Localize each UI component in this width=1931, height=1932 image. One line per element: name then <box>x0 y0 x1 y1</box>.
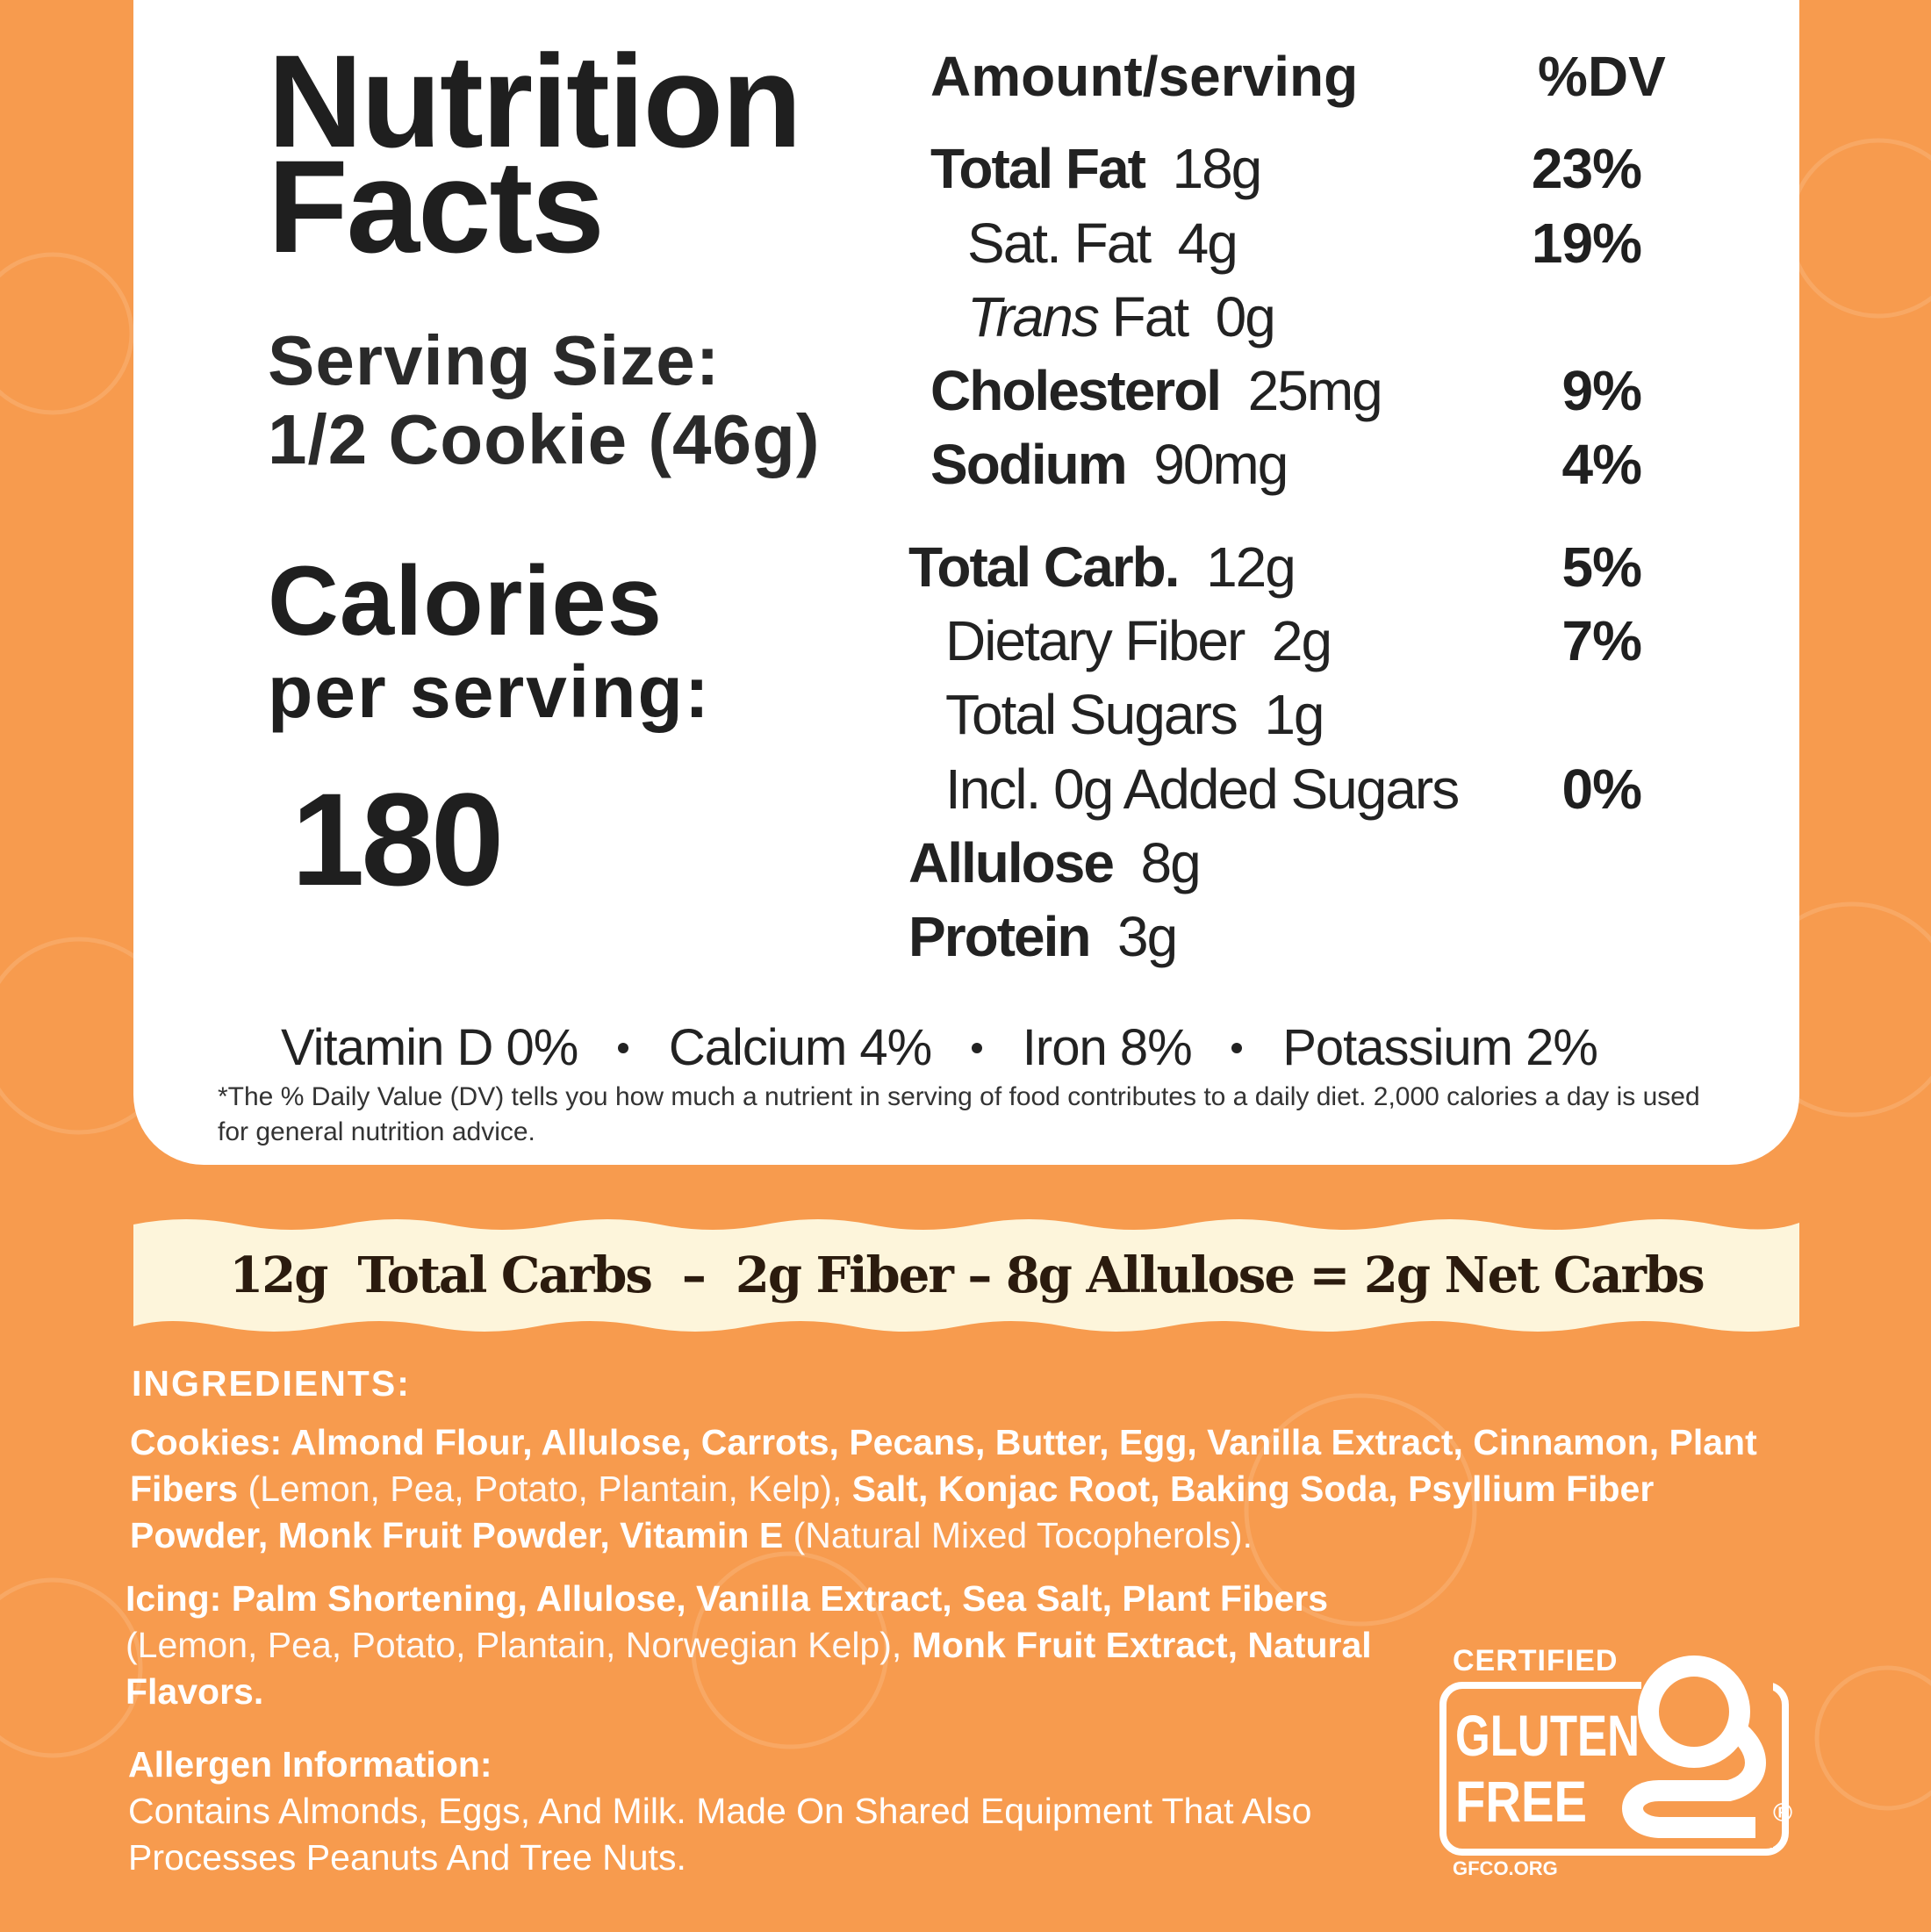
nutrient-amount: 1g <box>1264 683 1324 746</box>
nutrient-name: Sodium <box>930 433 1128 496</box>
nutrient-amount: 2g <box>1271 609 1332 672</box>
nutrient-row: Trans Fat 0g <box>967 284 1276 349</box>
nutrient-name: Total Fat <box>930 137 1146 200</box>
allergen-heading: Allergen Information: <box>128 1744 492 1785</box>
ingredients-text: Monk Fruit Extract, Natural Flavors. <box>126 1625 1372 1712</box>
nutrient-name: Cholesterol <box>930 359 1222 422</box>
badge-certified: CERTIFIED <box>1453 1644 1618 1677</box>
nutrient-row: Total Carb. 12g <box>908 535 1296 600</box>
ingredients-heading: INGREDIENTS: <box>132 1363 411 1404</box>
nutrient-amount: 3g <box>1117 905 1178 968</box>
nutrient-name: Sat. Fat <box>967 212 1152 275</box>
nutrient-dv: 23% <box>1531 137 1642 200</box>
nutrient-dv: 7% <box>1561 609 1642 672</box>
gluten-free-badge: CERTIFIED GLUTEN FREE ® GFCO.ORG <box>1439 1644 1792 1878</box>
nutrient-name: Incl. 0g Added Sugars <box>945 758 1460 821</box>
nutrition-panel <box>133 0 1799 1165</box>
nutrient-amount: 0g <box>1215 285 1276 348</box>
ingredients-text: Cookies: Almond Flour, Allulose, Carrots… <box>130 1422 1757 1509</box>
nutrient-amount: 90mg <box>1153 433 1289 496</box>
title: Nutrition <box>268 27 802 175</box>
amount-header: Amount/serving <box>930 45 1359 108</box>
icing-ingredients: Icing: Palm Shortening, Allulose, Vanill… <box>126 1576 1433 1715</box>
nutrient-row: Incl. 0g Added Sugars <box>945 757 1460 822</box>
nutrient-name: Protein <box>908 905 1091 968</box>
nutrient-dv: 0% <box>1561 758 1642 821</box>
badge-site: GFCO.ORG <box>1453 1857 1558 1878</box>
serving-value: 1/2 Cookie (46g) <box>268 400 821 478</box>
nutrient-amount: 12g <box>1206 535 1296 599</box>
nutrient-name: Dietary Fiber <box>945 609 1245 672</box>
bullet <box>618 1042 629 1053</box>
nutrient-row: Allulose 8g <box>908 830 1202 895</box>
allergen-text: Contains Almonds, Eggs, And Milk. Made O… <box>128 1791 1312 1878</box>
nutrient-name: Allulose <box>908 831 1115 894</box>
nutrient-dv: 5% <box>1561 535 1642 599</box>
nutrient-amount: 8g <box>1140 831 1202 894</box>
vitamin: Potassium 2% <box>1282 1019 1598 1076</box>
nutrient-row: Sodium 90mg <box>930 432 1289 497</box>
calories-label: Calories <box>268 546 663 656</box>
badge-g-tail <box>1622 1715 1766 1838</box>
ingredients-text: (Lemon, Pea, Potato, Plantain, Kelp), <box>248 1469 843 1509</box>
ingredients-text: Icing: Palm Shortening, Allulose, Vanill… <box>126 1578 1329 1619</box>
vitamin: Vitamin D 0% <box>281 1019 578 1076</box>
calories-value: 180 <box>291 765 504 913</box>
ingredients-text: Salt, Konjac Root, Baking Soda, Psyllium… <box>130 1469 1655 1555</box>
badge-frame <box>1439 1682 1789 1856</box>
nutrient-row: Sat. Fat 4g <box>967 211 1238 276</box>
badge-g <box>1638 1655 1750 1768</box>
nutrient-name: Total Sugars <box>945 683 1238 746</box>
nutrient-amount: 25mg <box>1247 359 1383 422</box>
badge-gluten: GLUTEN <box>1455 1703 1640 1768</box>
nutrient-dv: 4% <box>1561 433 1642 496</box>
vitamin: Iron 8% <box>1022 1019 1193 1076</box>
nutrient-name-italic: Trans <box>967 285 1100 348</box>
nutrient-dv: 9% <box>1561 359 1642 422</box>
nutrient-row: Cholesterol 25mg <box>930 358 1383 423</box>
nutrient-row: Total Sugars 1g <box>945 682 1325 747</box>
nutrient-name: Fat <box>1111 285 1189 348</box>
footnote: *The % Daily Value (DV) tells you how mu… <box>218 1082 1700 1146</box>
nutrient-dv: 19% <box>1531 212 1642 275</box>
nutrient-name: Total Carb. <box>908 535 1180 599</box>
calories-sublabel: per serving: <box>268 650 711 733</box>
dv-header: %DV <box>1538 45 1666 108</box>
serving-label: Serving Size: <box>268 321 721 399</box>
net-carbs: 12g Total Carbs – 2g Fiber – 8g Allulose… <box>229 1246 1705 1304</box>
title: Facts <box>268 133 605 280</box>
net-carbs-band <box>133 1219 1799 1332</box>
nutrient-row: Dietary Fiber 2g <box>945 608 1332 673</box>
nutrient-row: Protein 3g <box>908 904 1178 969</box>
nutrient-amount: 18g <box>1172 137 1262 200</box>
nutrient-row: Total Fat 18g <box>930 136 1262 201</box>
ingredients-text: (Natural Mixed Tocopherols). <box>793 1515 1253 1555</box>
vitamin: Calcium 4% <box>668 1019 932 1076</box>
cookies-ingredients: Cookies: Almond Flour, Allulose, Carrots… <box>130 1419 1771 1559</box>
bullet <box>1231 1042 1243 1053</box>
nutrient-amount: 4g <box>1177 212 1238 275</box>
vitamins: Vitamin D 0% Calcium 4% Iron 8% Potassiu… <box>281 1018 1598 1077</box>
bullet <box>972 1042 983 1053</box>
badge-free: FREE <box>1455 1769 1587 1834</box>
badge-registered: ® <box>1773 1799 1792 1828</box>
ingredients-text: (Lemon, Pea, Potato, Plantain, Norwegian… <box>126 1625 902 1665</box>
